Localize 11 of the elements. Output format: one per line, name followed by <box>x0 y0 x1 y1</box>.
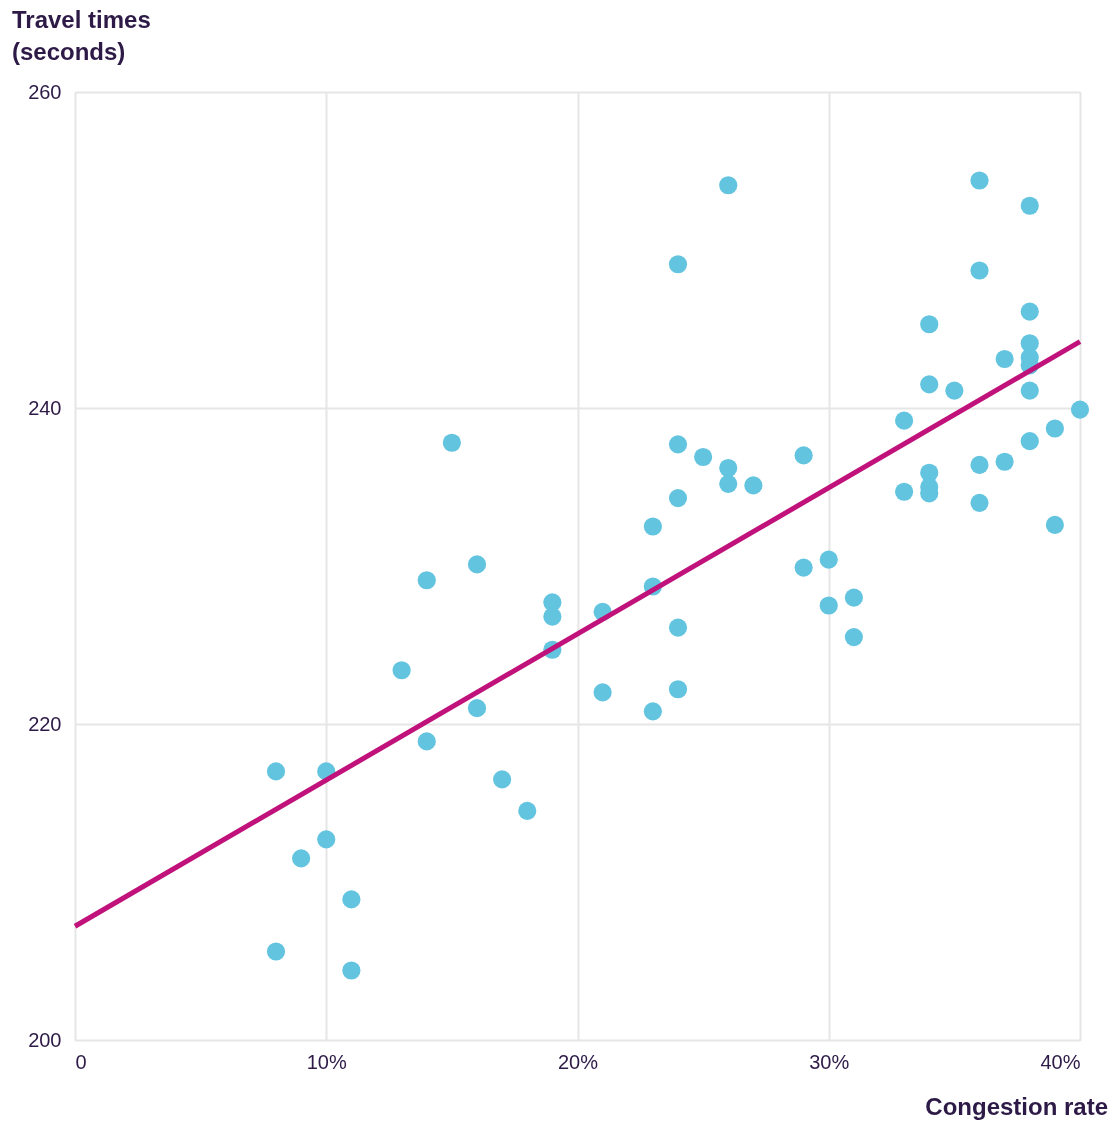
y-tick-label: 260 <box>28 80 62 103</box>
x-tick-label: 30% <box>809 1050 850 1073</box>
y-tick-label: 220 <box>28 712 62 735</box>
x-tick-label: 20% <box>557 1050 599 1073</box>
x-axis-title: Congestion rate <box>925 1093 1108 1120</box>
y-axis-title: Travel times (seconds) <box>12 6 151 65</box>
x-tick-label: 40% <box>1040 1050 1081 1073</box>
x-tick-label: 10% <box>306 1050 347 1073</box>
y-tick-label: 240 <box>28 396 62 419</box>
x-tick-label: 0 <box>75 1050 87 1073</box>
y-tick-label: 200 <box>28 1028 62 1051</box>
